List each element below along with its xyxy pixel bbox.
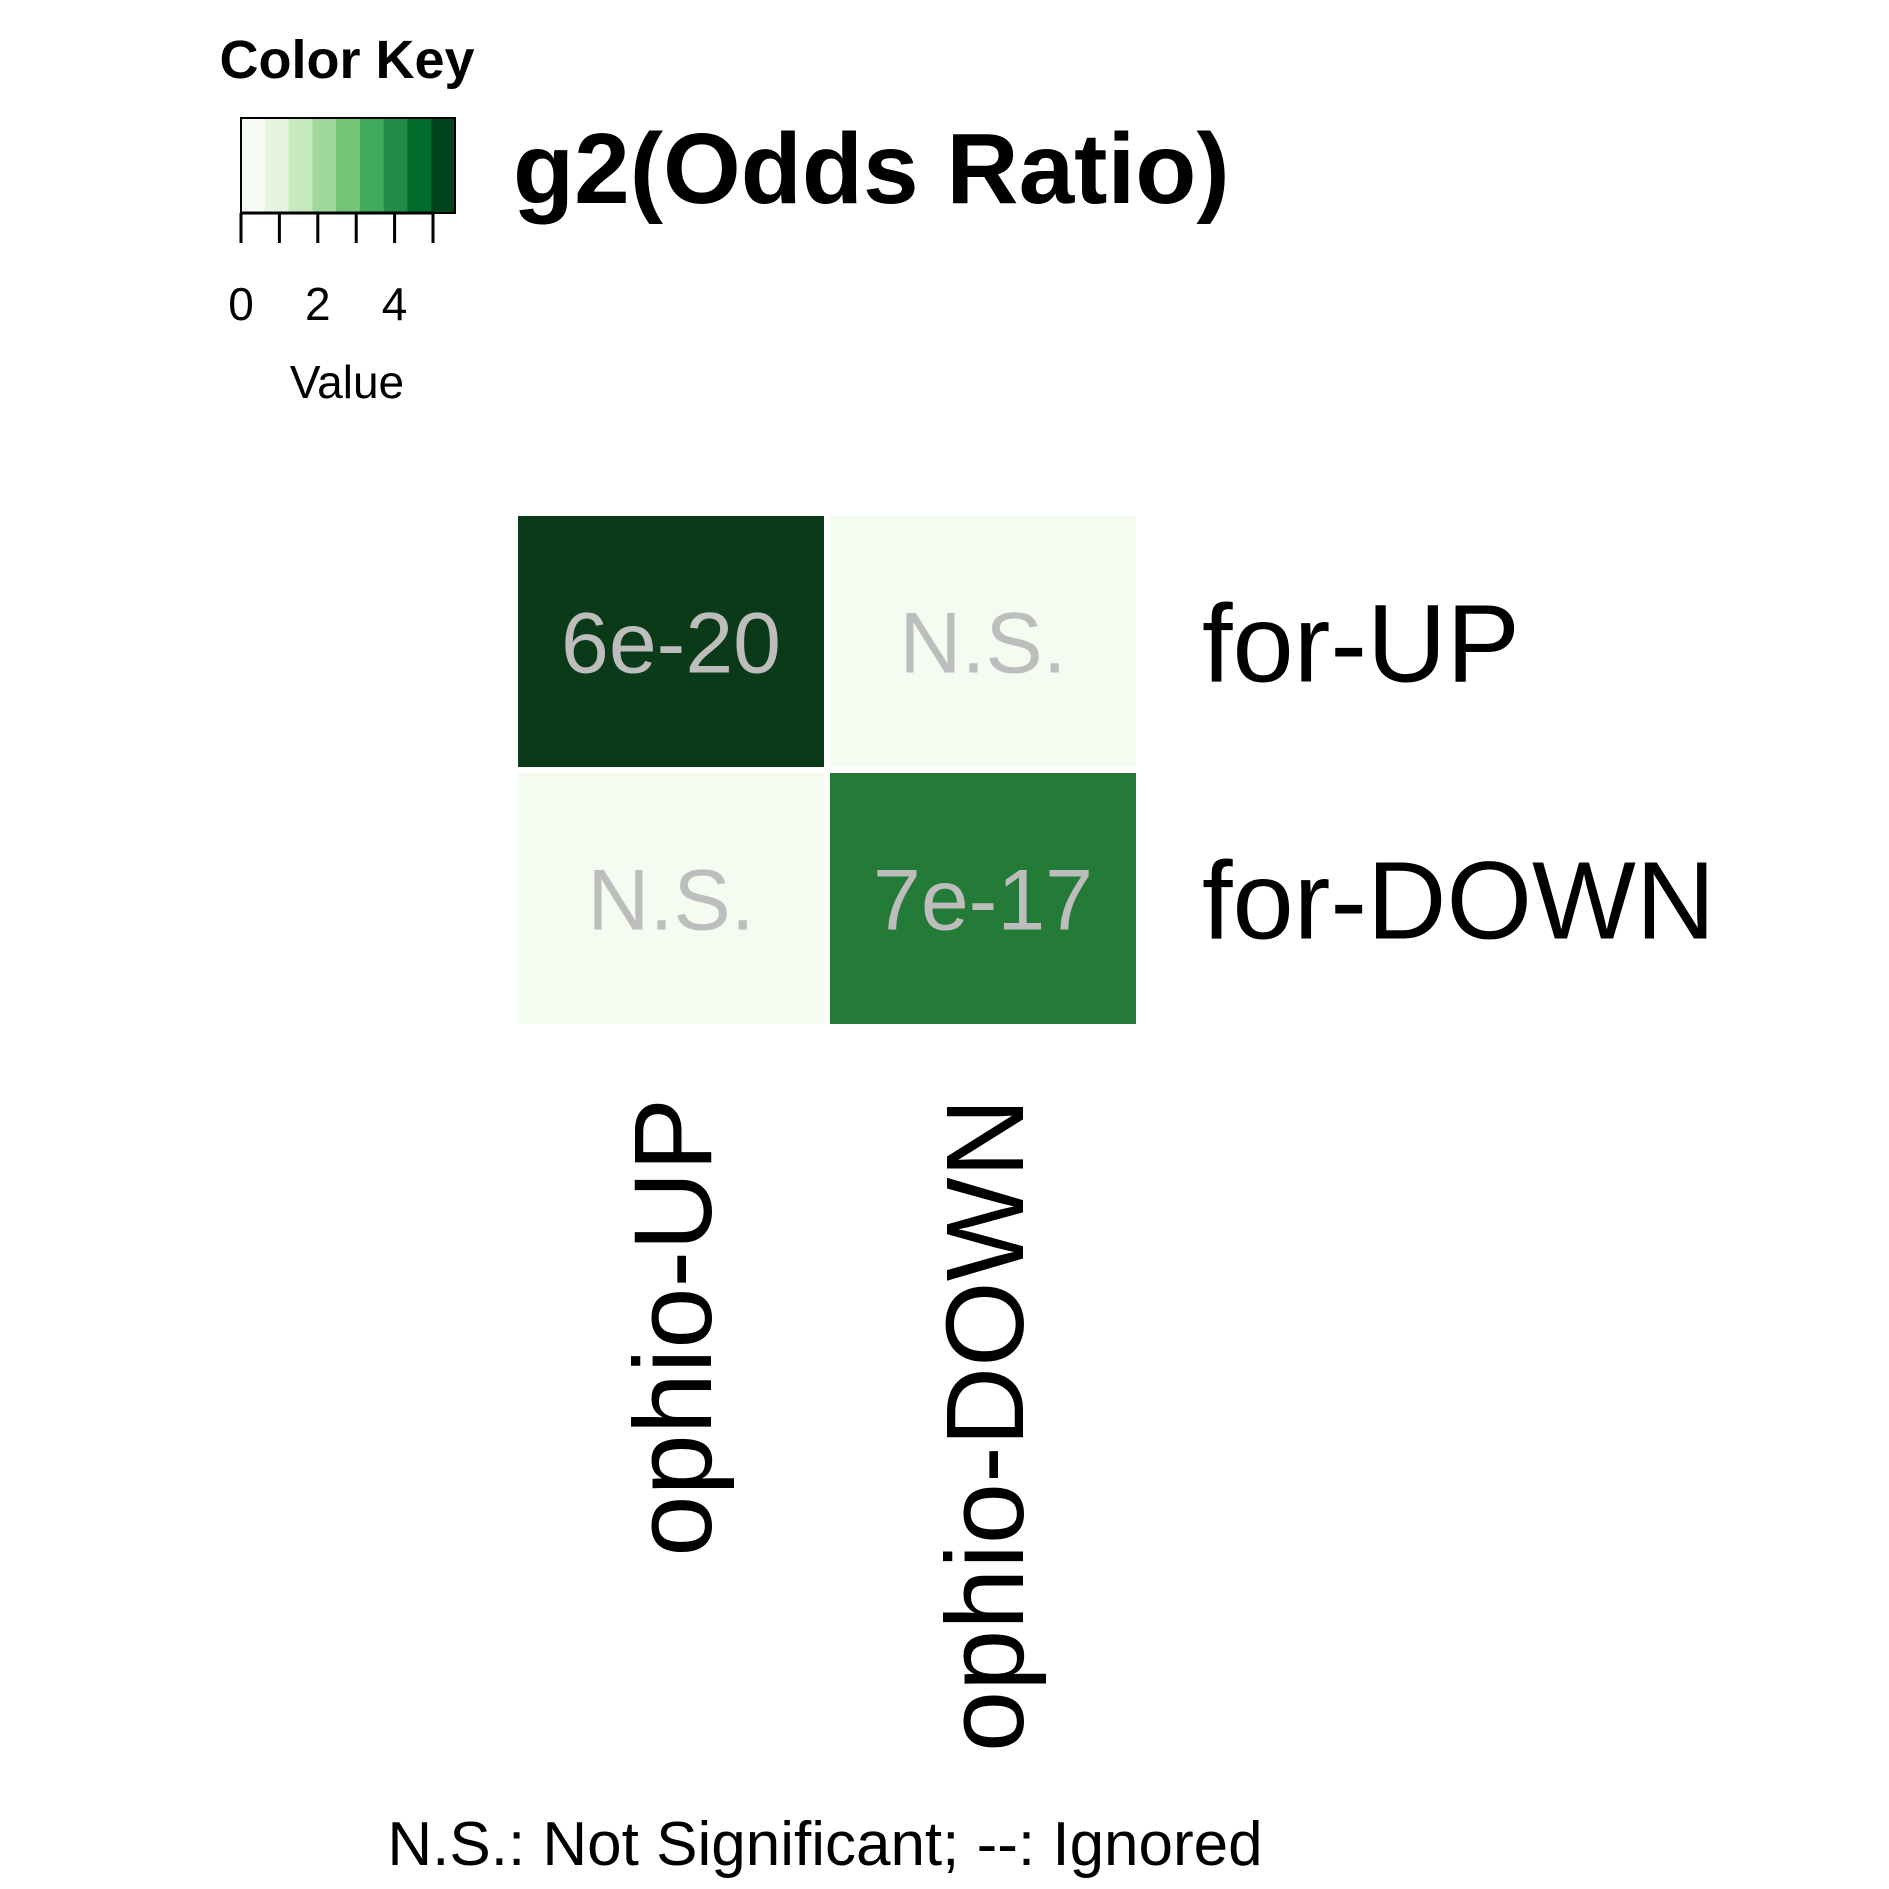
heatmap-cell-label: N.S. xyxy=(899,596,1066,692)
heatmap-column-labels: ophio-UP ophio-DOWN xyxy=(612,1098,1047,1752)
color-key-label: Value xyxy=(290,356,404,408)
color-key-tick-label: 2 xyxy=(305,278,331,330)
heatmap-cell-labels: 6e-20 N.S. N.S. 7e-17 xyxy=(561,596,1093,949)
heatmap-cell-label: N.S. xyxy=(587,853,754,949)
color-key-swatch xyxy=(359,118,385,213)
color-key-swatch xyxy=(431,118,456,213)
color-key-ticks xyxy=(239,213,435,243)
color-key-swatch xyxy=(241,118,266,213)
chart-title: g2(Odds Ratio) xyxy=(513,113,1230,225)
color-key-swatch xyxy=(407,118,432,213)
color-key-swatch xyxy=(288,118,313,213)
heatmap-cells xyxy=(518,516,1136,1024)
footnote: N.S.: Not Significant; --: Ignored xyxy=(387,1810,1262,1879)
heatmap-row-labels: for-UP for-DOWN xyxy=(1202,583,1715,963)
heatmap-row-label: for-UP xyxy=(1202,583,1520,706)
color-key-title: Color Key xyxy=(219,30,474,90)
color-key-bar xyxy=(241,118,456,213)
heatmap-column-label: ophio-DOWN xyxy=(924,1098,1047,1752)
color-key-swatch xyxy=(264,118,290,213)
heatmap-cell xyxy=(830,516,1136,767)
color-key-tick-label: 0 xyxy=(228,278,254,330)
color-key-swatch xyxy=(383,118,409,213)
heatmap-cell xyxy=(518,773,824,1024)
heatmap-row-label: for-DOWN xyxy=(1202,840,1715,963)
color-key-swatch xyxy=(312,118,337,213)
heatmap-cell-label: 7e-17 xyxy=(873,853,1093,949)
color-key-tick-label: 4 xyxy=(382,278,408,330)
color-key-swatch xyxy=(336,118,361,213)
heatmap-cell xyxy=(830,773,1136,1024)
heatmap-column-label: ophio-UP xyxy=(612,1098,735,1557)
heatmap-cell-label: 6e-20 xyxy=(561,596,781,692)
heatmap-cell xyxy=(518,516,824,767)
